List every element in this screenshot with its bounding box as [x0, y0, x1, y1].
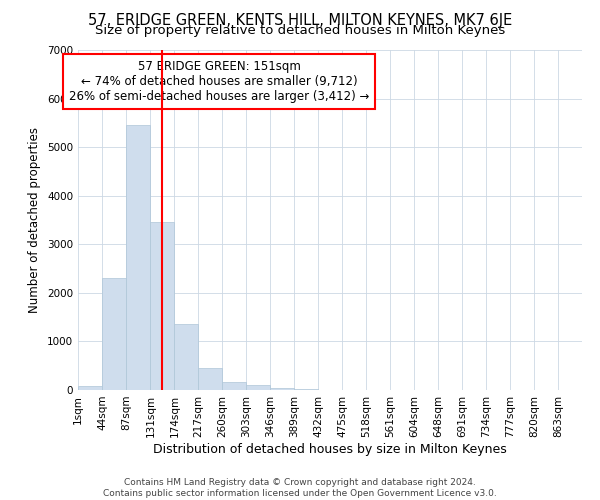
Bar — [126, 126, 151, 390]
Bar — [222, 382, 246, 390]
Bar — [151, 222, 175, 390]
Bar — [78, 386, 102, 390]
X-axis label: Distribution of detached houses by size in Milton Keynes: Distribution of detached houses by size … — [153, 442, 507, 456]
Y-axis label: Number of detached properties: Number of detached properties — [28, 127, 41, 313]
Bar — [175, 324, 198, 390]
Text: 57 ERIDGE GREEN: 151sqm
← 74% of detached houses are smaller (9,712)
26% of semi: 57 ERIDGE GREEN: 151sqm ← 74% of detache… — [69, 60, 370, 103]
Text: Contains HM Land Registry data © Crown copyright and database right 2024.
Contai: Contains HM Land Registry data © Crown c… — [103, 478, 497, 498]
Bar — [102, 278, 126, 390]
Text: 57, ERIDGE GREEN, KENTS HILL, MILTON KEYNES, MK7 6JE: 57, ERIDGE GREEN, KENTS HILL, MILTON KEY… — [88, 12, 512, 28]
Bar — [198, 368, 222, 390]
Bar — [270, 388, 294, 390]
Bar — [294, 389, 318, 390]
Text: Size of property relative to detached houses in Milton Keynes: Size of property relative to detached ho… — [95, 24, 505, 37]
Bar — [246, 385, 270, 390]
